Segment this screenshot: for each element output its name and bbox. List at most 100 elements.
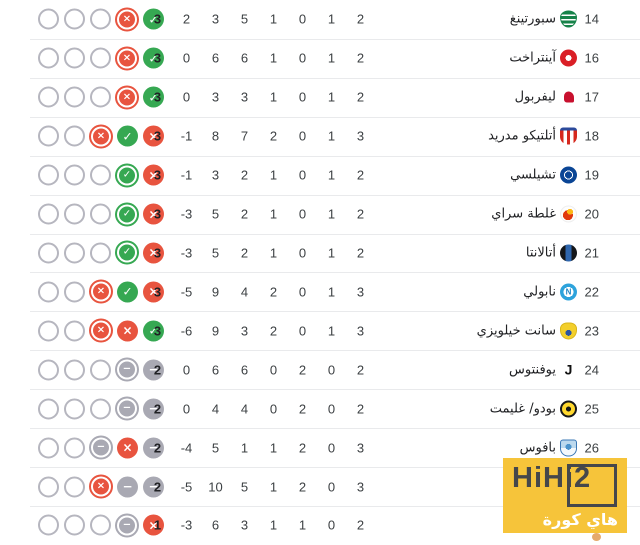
- team-name: يوفنتوس: [509, 362, 556, 378]
- team-cell: نابولي 22: [523, 283, 599, 301]
- form-loss-icon: ×: [117, 437, 138, 459]
- table-row[interactable]: − × − 2 -4 5 1 1 2 0 3 بافوس 26: [0, 428, 640, 468]
- team-logo-icon: [560, 400, 577, 418]
- stat-goals-against: 3: [211, 11, 220, 27]
- stat-points: 2: [153, 479, 162, 495]
- stat-drawn: 1: [298, 517, 307, 533]
- stat-played: 2: [356, 401, 365, 417]
- team-name: نابولي: [523, 284, 556, 300]
- form-empty-icon: [38, 359, 59, 381]
- stat-drawn: 0: [298, 245, 307, 261]
- stat-goals-against: 6: [211, 517, 220, 533]
- form-loss-icon: ×: [119, 11, 135, 28]
- form-draw-icon: −: [119, 517, 135, 534]
- stat-won: 1: [327, 167, 336, 183]
- form-empty-icon: [38, 476, 59, 498]
- stat-lost: 1: [269, 89, 278, 105]
- form-draw-icon: −: [143, 476, 164, 498]
- form-loss-icon: ×: [143, 242, 164, 264]
- team-name: سبورتينغ: [509, 11, 556, 27]
- form-empty-icon: [38, 47, 59, 69]
- stat-played: 2: [356, 206, 365, 222]
- table-row[interactable]: ✓ × 3 -3 5 2 1 0 1 2 أتالانتا 21: [0, 233, 640, 273]
- stat-played: 2: [356, 89, 365, 105]
- stat-played: 2: [356, 167, 365, 183]
- stat-lost: 1: [269, 479, 278, 495]
- form-empty-icon: [38, 514, 59, 536]
- form-draw-icon: −: [119, 361, 135, 378]
- form-empty-icon: [38, 125, 59, 147]
- stat-points: 1: [153, 517, 162, 533]
- stat-points: 2: [153, 362, 162, 378]
- form-win-icon: ✓: [119, 206, 135, 223]
- team-logo-icon: [560, 283, 577, 301]
- table-row[interactable]: −− 2 0 6 6 0 2 0 2 يوفنتوس 24: [0, 350, 640, 390]
- form-empty-icon: [64, 437, 85, 459]
- stat-won: 1: [327, 323, 336, 339]
- stats-columns: 2 0 4 4 0 2 0 2: [143, 401, 375, 416]
- table-row[interactable]: − − 2 0 4 4 0 2 0 2 بودو/ غليمت 25: [0, 389, 640, 429]
- table-row[interactable]: × × ✓ 3 -6 9 3 2 0 1 3 سانت خيلويزي 23: [0, 311, 640, 351]
- table-row[interactable]: × ✓ 3 0 3 3 1 0 1 2 ليفربول 17: [0, 77, 640, 117]
- form-loss-icon: ×: [143, 125, 164, 147]
- stat-drawn: 0: [298, 11, 307, 27]
- stat-points: 3: [153, 245, 162, 261]
- team-name: بافوس: [519, 440, 556, 456]
- form-empty-icon: [38, 437, 59, 459]
- stat-goals-for: 5: [240, 11, 249, 27]
- form-history: × ✓ ×: [38, 125, 169, 147]
- team-name: سانت خيلويزي: [476, 323, 556, 339]
- team-name: بودو/ غليمت: [489, 401, 556, 417]
- stats-columns: 2 0 6 6 0 2 0 2: [143, 362, 375, 377]
- position-number: 22: [584, 284, 599, 300]
- form-empty-icon: [64, 398, 85, 420]
- stat-won: 1: [327, 206, 336, 222]
- stat-points: 3: [153, 11, 162, 27]
- form-history: × ✓ ×: [38, 281, 169, 303]
- form-empty-icon: [38, 320, 59, 342]
- table-row[interactable]: ✓ × 3 -1 3 2 1 0 1 2 تشيلسي 19: [0, 155, 640, 195]
- form-empty-icon: [90, 164, 111, 186]
- stat-goals-against: 6: [211, 50, 220, 66]
- form-history: − × −: [38, 437, 169, 459]
- position-number: 16: [584, 50, 599, 66]
- form-empty-icon: [90, 203, 111, 225]
- position-number: 25: [584, 401, 599, 417]
- stat-goals-against: 3: [211, 89, 220, 105]
- stats-columns: 3 2 3 5 1 0 1 2: [143, 12, 375, 27]
- form-loss-icon: ×: [93, 478, 109, 495]
- table-row[interactable]: ×✓× 3 -5 9 4 2 0 1 3 نابولي 22: [0, 272, 640, 312]
- team-logo-icon: [560, 361, 577, 379]
- stat-lost: 2: [269, 284, 278, 300]
- table-row[interactable]: × ✓ 3 0 6 6 1 0 1 2 آينتراخت 16: [0, 38, 640, 78]
- stat-goal-diff: 0: [182, 362, 191, 378]
- form-win-icon: ✓: [143, 86, 164, 108]
- table-row[interactable]: × ✓ 3 2 3 5 1 0 1 2 سبورتينغ 14: [0, 0, 640, 39]
- form-empty-icon: [38, 8, 59, 30]
- form-loss-icon: ×: [93, 322, 109, 339]
- stat-played: 3: [356, 284, 365, 300]
- table-row[interactable]: × ✓ × 3 -1 8 7 2 0 1 3 أتلتيكو مدريد 18: [0, 116, 640, 156]
- team-name: غلطة سراي: [491, 206, 556, 222]
- stat-goal-diff: -1: [180, 167, 193, 183]
- form-loss-icon: ×: [143, 203, 164, 225]
- form-history: ✓ ×: [38, 164, 169, 186]
- stat-points: 3: [153, 128, 162, 144]
- team-logo-icon: [560, 244, 577, 262]
- form-empty-icon: [38, 398, 59, 420]
- stat-goals-against: 5: [211, 440, 220, 456]
- team-cell: ليفربول 17: [515, 88, 599, 106]
- form-win-icon: ✓: [143, 47, 164, 69]
- stat-goals-for: 3: [240, 89, 249, 105]
- team-cell: أتلتيكو مدريد 18: [488, 127, 599, 145]
- stat-goals-for: 5: [240, 479, 249, 495]
- watermark-logo-text: HiHi2: [512, 462, 592, 494]
- table-row[interactable]: ✓ × 3 -3 5 2 1 0 1 2 غلطة سراي 20: [0, 194, 640, 234]
- stat-goals-for: 6: [240, 50, 249, 66]
- form-draw-icon: −: [117, 476, 138, 498]
- stat-points: 3: [153, 284, 162, 300]
- team-logo-icon: [560, 205, 577, 223]
- stat-goal-diff: 2: [182, 11, 191, 27]
- stat-goals-against: 4: [211, 401, 220, 417]
